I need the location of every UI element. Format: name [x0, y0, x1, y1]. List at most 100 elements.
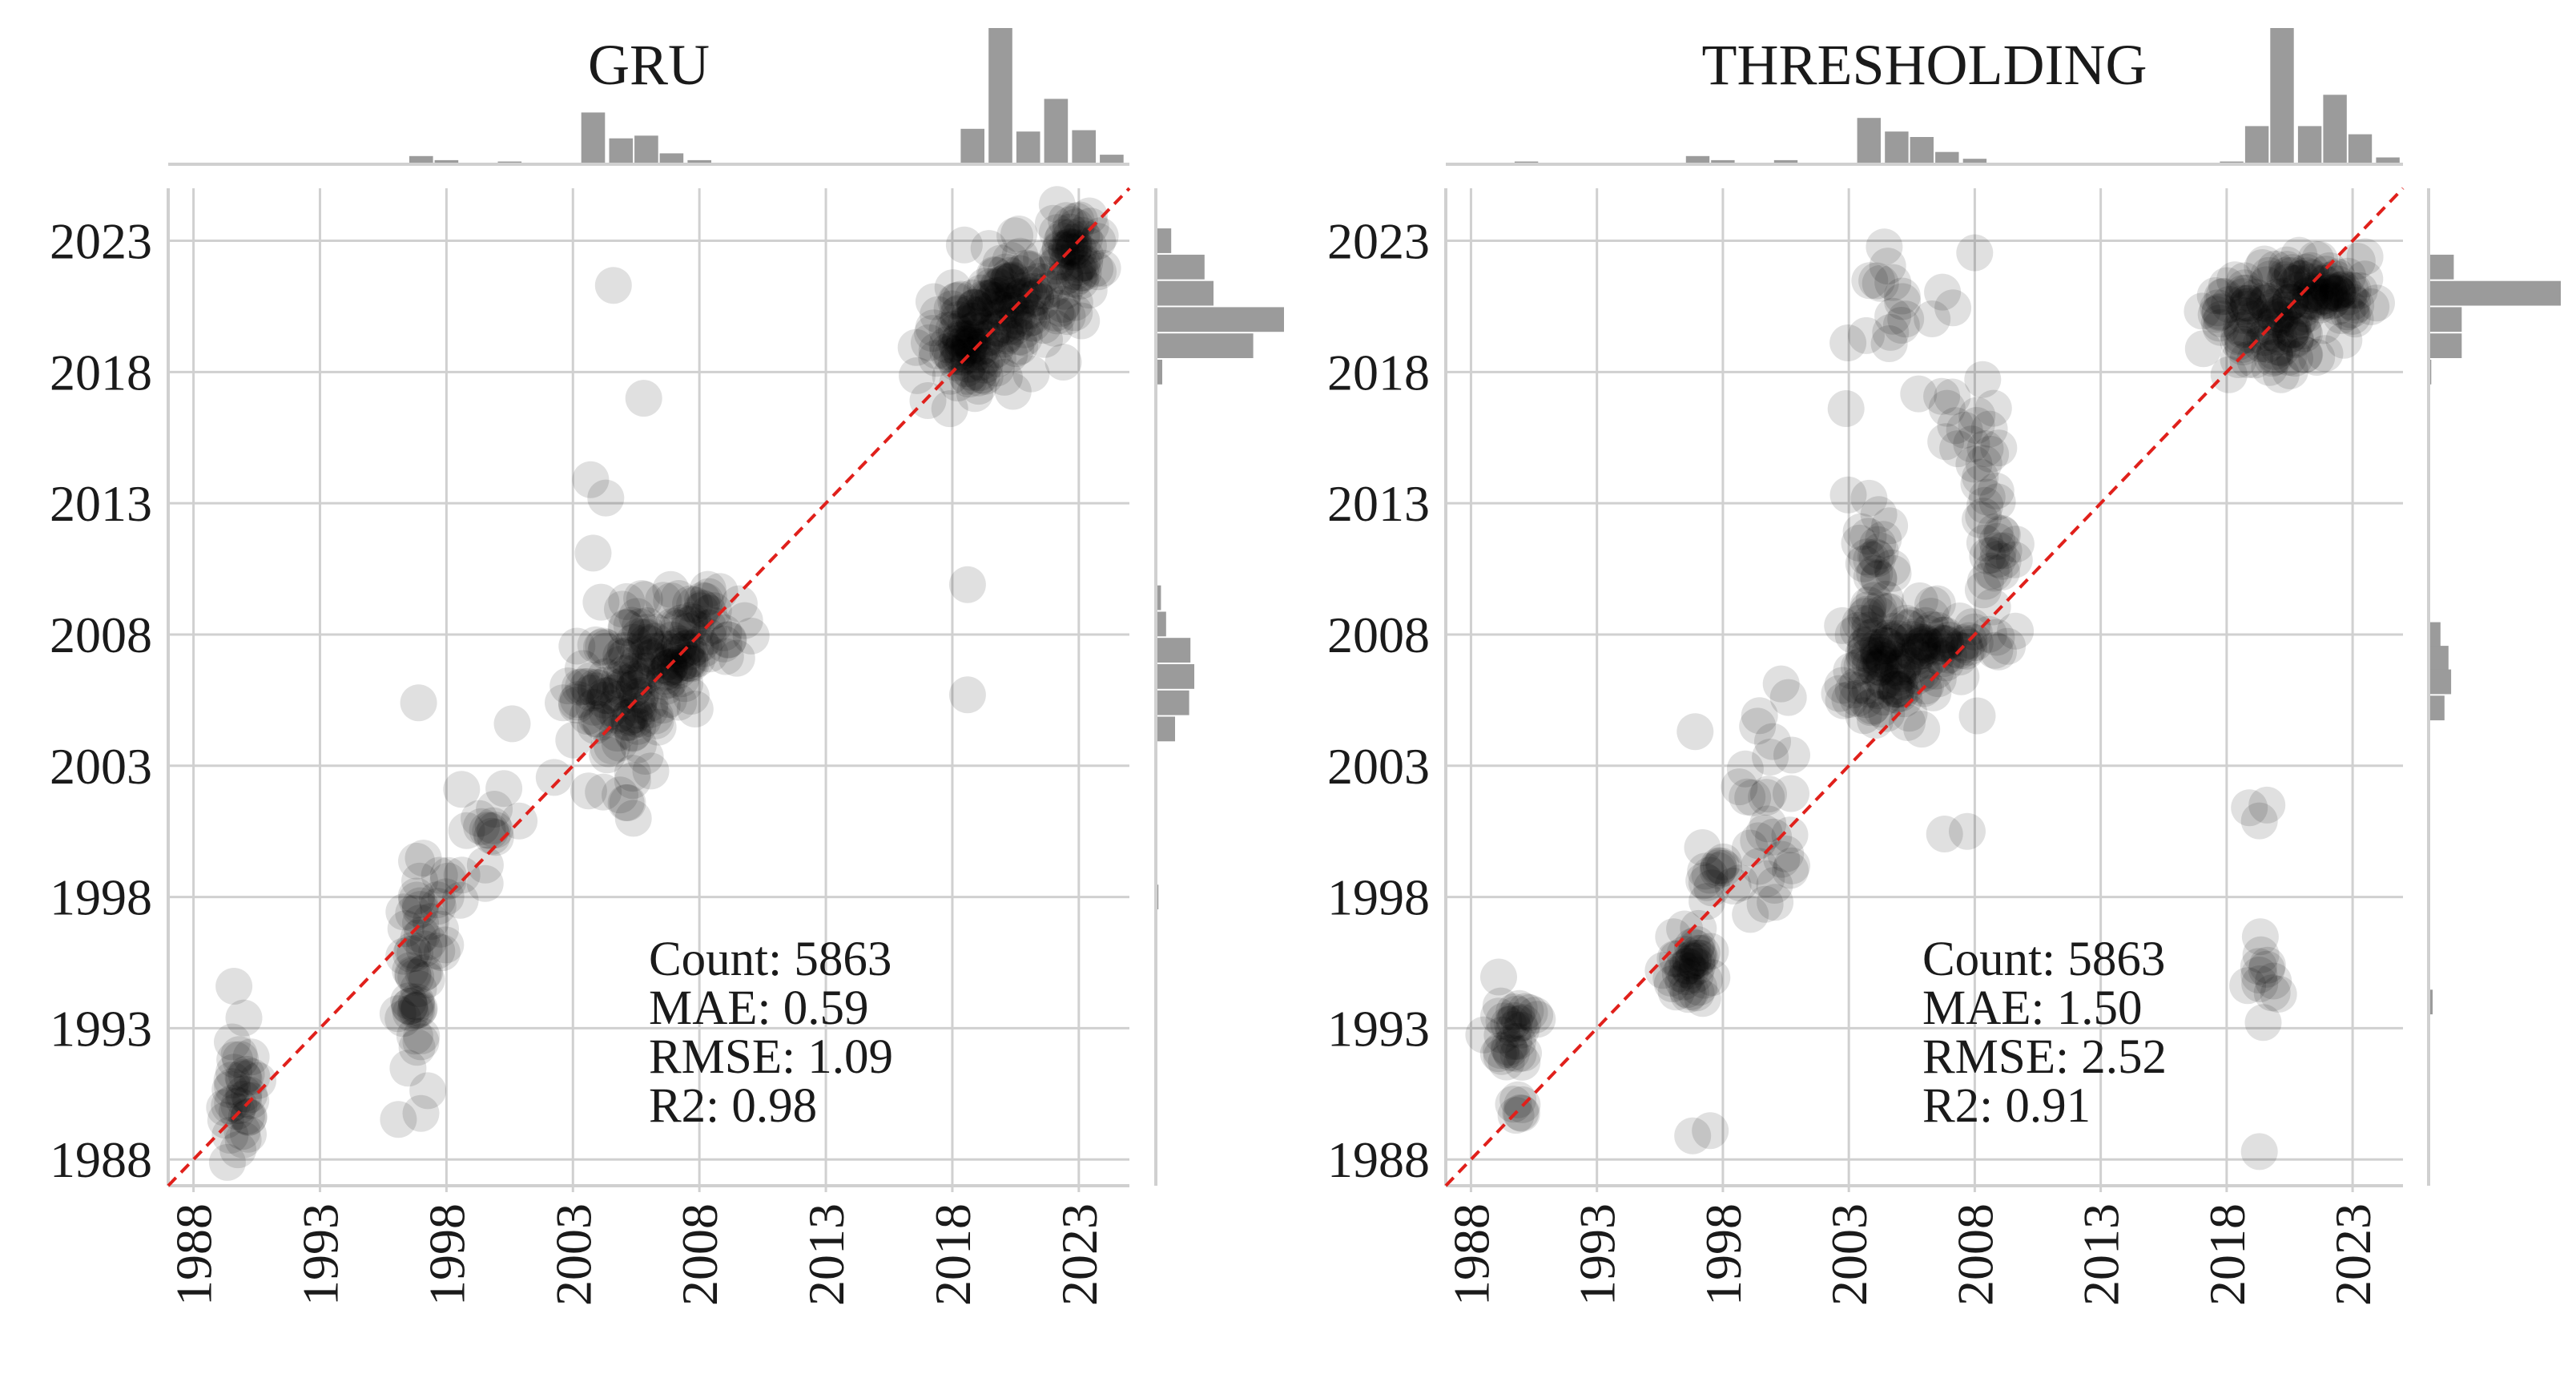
data-point [1968, 478, 2006, 516]
data-point [2325, 321, 2363, 359]
data-point [211, 1071, 249, 1108]
data-point [932, 335, 969, 373]
data-point [677, 628, 714, 666]
data-point [1495, 1023, 1533, 1060]
data-point [1960, 465, 1998, 502]
data-point [2237, 279, 2275, 316]
data-point [1062, 262, 1099, 300]
data-point [683, 589, 721, 627]
data-point [628, 607, 666, 644]
x-tick-label: 2013 [2073, 1203, 2130, 1306]
data-point [1954, 608, 1991, 646]
data-point [2302, 284, 2340, 321]
data-point [1858, 540, 1896, 578]
data-point [1705, 849, 1743, 887]
data-point [2220, 318, 2258, 356]
data-point [897, 328, 935, 366]
data-point [1001, 237, 1039, 275]
data-point [694, 592, 732, 630]
data-point [1972, 435, 2010, 473]
data-point [1010, 276, 1048, 314]
data-point [397, 958, 435, 996]
data-point [555, 721, 593, 759]
data-point [622, 608, 658, 646]
data-point [2210, 356, 2248, 393]
data-point [1700, 847, 1737, 884]
histogram-bar [2429, 307, 2462, 332]
data-point [1080, 253, 1117, 291]
data-point [1056, 284, 1093, 321]
data-point [2243, 325, 2280, 363]
chart-title: THRESHOLDING [1702, 33, 2147, 97]
x-tick-label: 1988 [1443, 1203, 1499, 1306]
data-point [466, 846, 504, 884]
data-point [1901, 582, 1938, 619]
scatter-points [1465, 228, 2395, 1171]
data-point [2281, 288, 2319, 324]
data-point [390, 982, 428, 1020]
histogram-bar [581, 112, 606, 164]
data-point [1655, 918, 1693, 956]
x-tick-label: 1993 [292, 1203, 348, 1306]
data-point [582, 629, 620, 667]
data-point [1505, 1034, 1542, 1072]
data-point [1664, 963, 1702, 1001]
data-point [485, 770, 523, 808]
data-point [402, 1094, 440, 1132]
data-point [627, 618, 665, 655]
data-point [1928, 389, 1966, 427]
data-point [2337, 286, 2375, 324]
outlier-point [1926, 816, 1963, 852]
data-point [418, 881, 456, 919]
data-point [706, 638, 744, 675]
histogram-bar [1156, 611, 1166, 637]
data-point [2201, 292, 2239, 330]
data-point [602, 776, 638, 814]
outlier-point [594, 267, 632, 304]
data-point [937, 324, 975, 362]
data-point [405, 955, 442, 993]
data-point [1041, 229, 1079, 267]
data-point [2272, 312, 2310, 349]
data-point [660, 609, 698, 647]
data-point [1062, 254, 1100, 292]
data-point [1678, 942, 1716, 980]
data-point [2311, 252, 2349, 289]
data-point [1677, 929, 1715, 967]
data-point [981, 310, 1018, 348]
data-point [726, 602, 763, 639]
data-point [612, 698, 649, 735]
data-point [2272, 352, 2308, 389]
data-point [1659, 940, 1696, 977]
data-point [2330, 278, 2368, 316]
data-point [1875, 612, 1913, 650]
data-point [2307, 256, 2345, 293]
data-point [1874, 554, 1912, 592]
data-point [608, 582, 646, 620]
data-point [1958, 407, 1995, 444]
data-point [384, 1000, 422, 1038]
data-point [674, 603, 712, 641]
data-point [219, 1131, 257, 1169]
outlier-point [2240, 802, 2278, 840]
data-point [570, 772, 607, 810]
data-point [1503, 1043, 1541, 1081]
data-point [631, 639, 669, 677]
data-point [1000, 318, 1038, 356]
data-point [1976, 631, 2014, 669]
data-point [396, 992, 434, 1029]
data-point [1017, 278, 1055, 316]
data-point [705, 614, 743, 651]
data-point [610, 703, 648, 741]
data-point [982, 291, 1020, 328]
data-point [1860, 591, 1898, 629]
data-point [1858, 628, 1896, 666]
data-point [1860, 559, 1898, 597]
data-point [1973, 536, 2010, 574]
data-point [409, 1072, 447, 1110]
data-point [1980, 633, 2017, 671]
data-point [1498, 995, 1536, 1033]
outlier-point [493, 705, 531, 743]
data-point [1858, 262, 1896, 300]
